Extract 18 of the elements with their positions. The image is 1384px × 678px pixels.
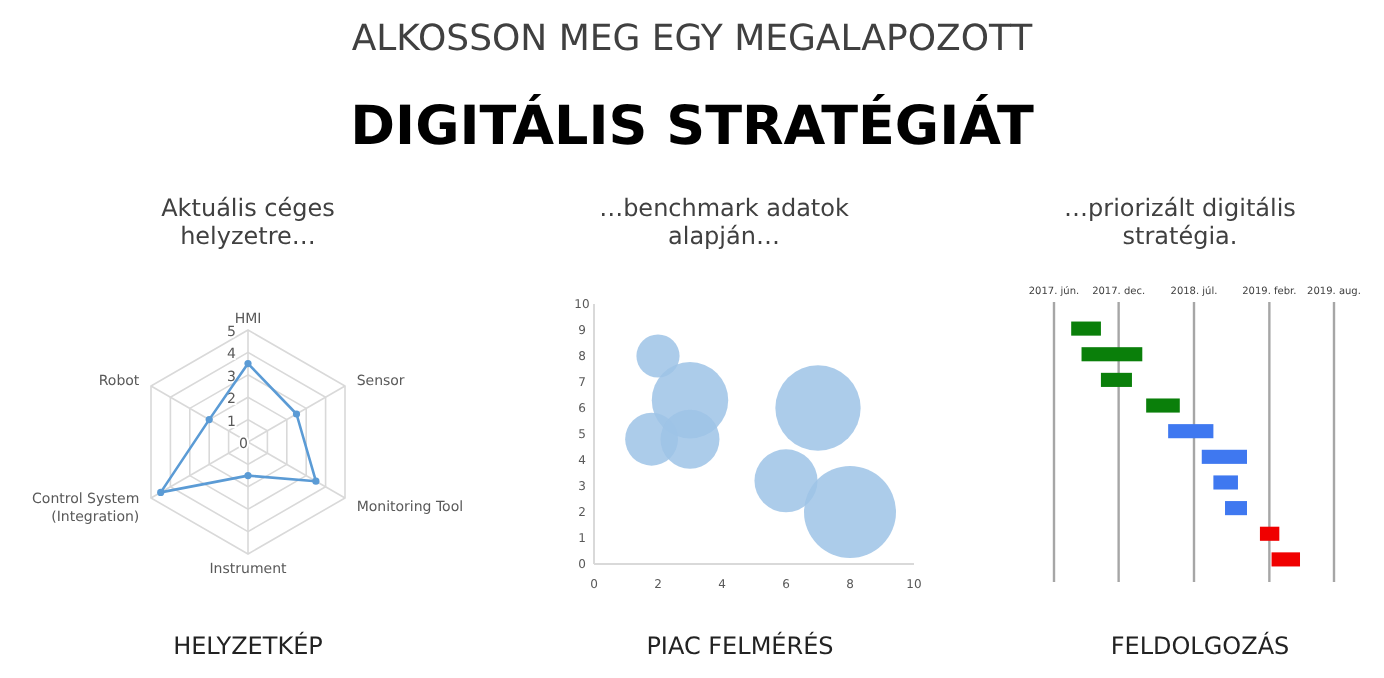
text: FELDOLGOZÁS [1110, 630, 1290, 660]
bar [1213, 475, 1238, 490]
chart-title: …benchmark adatok alapján… [599, 194, 849, 250]
bar [1259, 526, 1280, 541]
text: HELYZETKÉP [173, 630, 323, 660]
bar [1146, 398, 1180, 413]
text: DIGITÁLIS STRATÉGIÁT [350, 92, 1035, 158]
text: PIAC FELMÉRÉS [646, 630, 834, 660]
bar [1081, 347, 1143, 362]
bar [1225, 501, 1247, 516]
bar [1201, 449, 1247, 464]
chart-title: Aktuális céges helyzetre… [161, 194, 335, 250]
bar [1071, 321, 1101, 336]
chart-title: …priorizált digitális stratégia. [1064, 194, 1296, 250]
bar [1168, 424, 1214, 439]
text: ALKOSSON MEG EGY MEGALAPOZOTT [351, 18, 1035, 60]
bar [1100, 372, 1132, 387]
bar [1271, 552, 1300, 567]
